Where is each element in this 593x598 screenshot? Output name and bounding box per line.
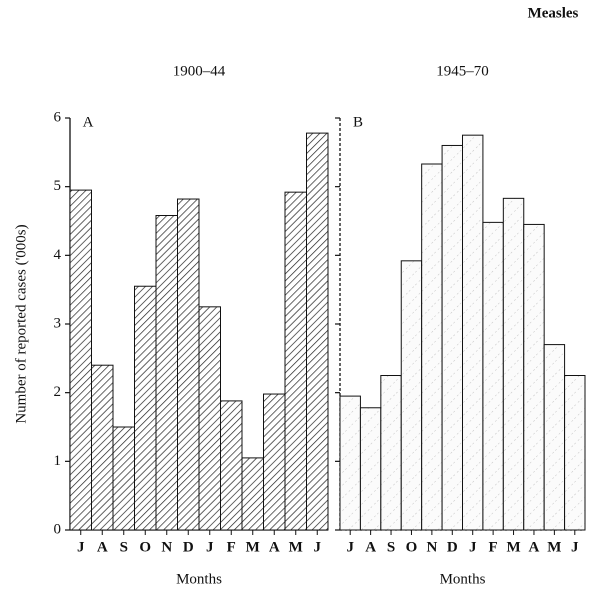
x-tick-label: J	[346, 539, 354, 555]
x-tick-label: S	[387, 539, 395, 555]
x-tick-label: N	[426, 539, 437, 555]
x-tick-label: M	[289, 539, 303, 555]
bar	[263, 393, 286, 531]
bar	[502, 197, 525, 531]
y-tick-label: 2	[54, 384, 62, 400]
bar	[306, 132, 329, 531]
x-tick-label: J	[469, 539, 477, 555]
y-tick-label: 6	[54, 109, 62, 125]
panel-title: 1900–44	[173, 63, 226, 79]
x-tick-label: M	[246, 539, 260, 555]
bar	[441, 144, 464, 531]
x-tick-label: J	[314, 539, 322, 555]
bar	[69, 189, 92, 531]
y-tick-label: 5	[54, 178, 62, 194]
bar	[155, 215, 178, 531]
panel-label: A	[83, 114, 94, 130]
bar	[134, 285, 157, 531]
bar	[380, 375, 402, 531]
figure-title: Measles	[528, 5, 579, 21]
bar	[241, 457, 264, 531]
x-tick-label: A	[365, 539, 376, 555]
bar	[462, 134, 484, 531]
y-tick-label: 0	[54, 521, 62, 537]
x-axis-label: Months	[176, 571, 222, 587]
x-tick-label: J	[571, 539, 579, 555]
x-tick-label: J	[206, 539, 214, 555]
bar	[421, 163, 443, 531]
x-tick-label: A	[97, 539, 108, 555]
x-tick-label: M	[547, 539, 561, 555]
y-tick-label: 4	[54, 247, 62, 263]
panel-label: B	[353, 114, 363, 130]
x-tick-label: D	[447, 539, 458, 555]
bar	[177, 198, 200, 531]
x-tick-label: J	[77, 539, 85, 555]
x-tick-label: S	[120, 539, 128, 555]
x-tick-label: O	[406, 539, 418, 555]
bar	[91, 364, 114, 531]
y-tick-label: 3	[54, 315, 62, 331]
bar	[359, 407, 382, 531]
x-tick-label: F	[227, 539, 236, 555]
bar	[339, 395, 361, 531]
y-tick-label: 1	[54, 453, 62, 469]
x-tick-label: F	[489, 539, 498, 555]
bar	[400, 260, 423, 531]
bar	[543, 344, 566, 531]
y-axis-label: Number of reported cases ('000s)	[13, 224, 29, 423]
bar	[284, 191, 307, 531]
bar	[112, 426, 135, 531]
bar	[198, 306, 221, 531]
bar	[564, 375, 586, 531]
x-axis-label: Months	[440, 571, 486, 587]
bar	[220, 400, 243, 531]
x-tick-label: O	[139, 539, 151, 555]
x-tick-label: N	[161, 539, 172, 555]
x-tick-label: A	[269, 539, 280, 555]
x-tick-label: D	[183, 539, 194, 555]
bar	[482, 221, 504, 531]
x-tick-label: A	[529, 539, 540, 555]
x-tick-label: M	[506, 539, 520, 555]
panel-title: 1945–70	[436, 63, 489, 79]
bar	[523, 223, 545, 531]
